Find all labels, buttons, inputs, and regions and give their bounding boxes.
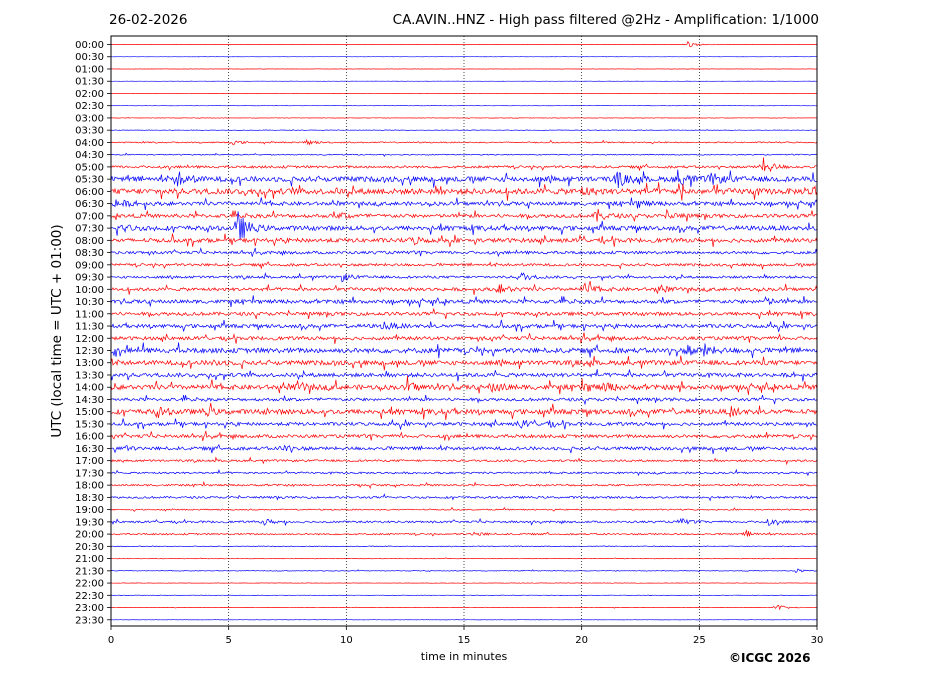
trace-1500 xyxy=(110,402,818,420)
y-tick-label: 05:30 xyxy=(75,175,104,186)
y-tick-label: 07:30 xyxy=(75,224,104,235)
x-tick-label: 30 xyxy=(811,635,824,646)
trace-1130 xyxy=(110,319,818,332)
y-tick-label: 23:30 xyxy=(75,615,104,626)
trace-1900 xyxy=(110,506,818,512)
trace-0930 xyxy=(110,272,817,283)
y-tick-label: 08:00 xyxy=(75,236,104,247)
x-tick-label: 10 xyxy=(340,635,353,646)
y-tick-label: 20:30 xyxy=(75,542,104,553)
y-tick-label: 19:00 xyxy=(75,505,104,516)
trace-0530 xyxy=(110,169,818,189)
y-tick-label: 09:00 xyxy=(75,260,104,271)
x-tick-label: 15 xyxy=(458,635,471,646)
y-tick-label: 23:00 xyxy=(75,603,104,614)
trace-2300 xyxy=(110,605,817,611)
y-tick-label: 08:30 xyxy=(75,248,104,259)
y-tick-label: 20:00 xyxy=(75,530,104,541)
chart-title: CA.AVIN..HNZ - High pass filtered @2Hz -… xyxy=(392,12,819,28)
y-tick-label: 13:00 xyxy=(75,358,104,369)
y-tick-label: 17:30 xyxy=(75,468,104,479)
vertical-grid xyxy=(228,36,700,626)
y-tick-label: 19:30 xyxy=(75,517,104,528)
y-tick-label: 11:30 xyxy=(75,322,104,333)
y-tick-label: 01:00 xyxy=(75,64,104,75)
trace-0630 xyxy=(110,197,818,210)
trace-1030 xyxy=(110,295,818,308)
y-tick-label: 17:00 xyxy=(75,456,104,467)
trace-2200 xyxy=(111,582,818,584)
trace-0430 xyxy=(110,152,818,158)
y-axis-label: UTC (local time = UTC + 01:00) xyxy=(49,224,65,437)
x-tick-labels: 0 5 10 15 20 25 30 xyxy=(108,626,824,646)
y-tick-label: 14:30 xyxy=(75,395,104,406)
trace-0600 xyxy=(110,182,818,201)
y-tick-label: 00:00 xyxy=(75,40,104,51)
y-tick-label: 10:30 xyxy=(75,297,104,308)
y-tick-label: 01:30 xyxy=(75,77,104,88)
y-tick-label: 06:00 xyxy=(75,187,104,198)
y-tick-label: 13:30 xyxy=(75,370,104,381)
x-tick-label: 20 xyxy=(575,635,588,646)
trace-1800 xyxy=(110,480,818,490)
trace-1630 xyxy=(110,443,818,454)
trace-0400 xyxy=(110,138,818,146)
y-tick-label: 12:30 xyxy=(75,346,104,357)
y-tick-label: 15:30 xyxy=(75,419,104,430)
y-tick-label: 07:00 xyxy=(75,211,104,222)
y-tick-label: 06:30 xyxy=(75,199,104,210)
y-tick-label: 11:00 xyxy=(75,309,104,320)
y-tick-label: 02:30 xyxy=(75,101,104,112)
x-tick-label: 25 xyxy=(693,635,706,646)
copyright-label: ©ICGC 2026 xyxy=(729,651,811,665)
y-tick-label: 09:30 xyxy=(75,273,104,284)
y-tick-label: 03:30 xyxy=(75,126,104,137)
y-tick-label: 22:00 xyxy=(75,579,104,590)
y-tick-label: 10:00 xyxy=(75,285,104,296)
y-tick-label: 12:00 xyxy=(75,334,104,345)
trace-1000 xyxy=(110,281,818,295)
trace-1100 xyxy=(110,308,818,320)
trace-1730 xyxy=(110,468,818,477)
trace-0900 xyxy=(110,261,817,270)
trace-1830 xyxy=(110,493,818,502)
y-tick-label: 16:00 xyxy=(75,432,104,443)
y-tick-label: 21:30 xyxy=(75,566,104,577)
date-label: 26-02-2026 xyxy=(109,12,188,28)
y-tick-label: 14:00 xyxy=(75,383,104,394)
y-tick-label: 05:00 xyxy=(75,162,104,173)
y-tick-label: 18:30 xyxy=(75,493,104,504)
x-tick-label: 0 xyxy=(108,635,114,646)
y-tick-label: 04:30 xyxy=(75,150,104,161)
trace-2230 xyxy=(111,594,818,597)
x-tick-label: 5 xyxy=(225,635,231,646)
x-axis-label: time in minutes xyxy=(421,650,508,663)
trace-0330 xyxy=(110,129,818,131)
y-tick-label: 04:00 xyxy=(75,138,104,149)
trace-1230 xyxy=(110,342,818,359)
trace-0000 xyxy=(110,40,818,47)
y-tick-label: 18:00 xyxy=(75,481,104,492)
trace-1700 xyxy=(110,456,818,466)
y-tick-label: 03:00 xyxy=(75,113,104,124)
y-tick-label: 22:30 xyxy=(75,591,104,602)
y-tick-label: 16:30 xyxy=(75,444,104,455)
y-tick-label: 00:30 xyxy=(75,52,104,63)
y-tick-label: 02:00 xyxy=(75,89,104,100)
y-tick-label: 21:00 xyxy=(75,554,104,565)
y-tick-label: 15:00 xyxy=(75,407,104,418)
